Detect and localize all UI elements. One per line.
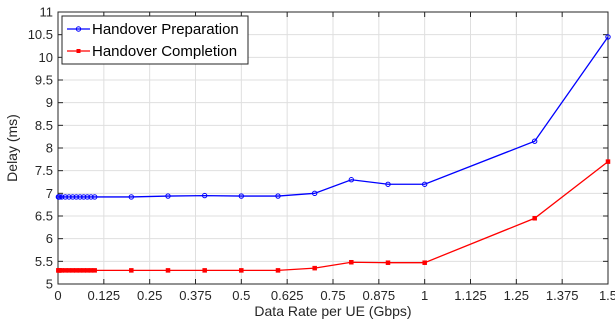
- data-point: [70, 268, 75, 273]
- data-point: [605, 159, 611, 164]
- y-tick-label: 10.5: [28, 27, 53, 42]
- y-axis-label: Delay (ms): [4, 114, 20, 182]
- data-point: [422, 260, 427, 265]
- data-point: [385, 181, 391, 187]
- legend-box: [61, 15, 249, 65]
- legend-marker: [76, 49, 81, 53]
- data-point: [532, 216, 537, 221]
- legend-item-handover-preparation: Handover Preparation: [67, 21, 239, 38]
- x-tick-label: 0.375: [179, 288, 212, 303]
- x-tick-label: 0.75: [320, 288, 345, 303]
- x-tick-label: 1.125: [454, 288, 487, 303]
- data-point: [63, 268, 68, 273]
- data-point: [73, 194, 80, 200]
- data-point: [80, 194, 87, 200]
- data-point: [312, 265, 317, 271]
- y-tick-label: 5.5: [35, 254, 53, 269]
- x-tick-label: 1.5: [599, 288, 615, 303]
- x-tick-label: 0: [54, 288, 61, 303]
- data-point: [84, 194, 91, 200]
- data-point: [275, 193, 281, 199]
- x-tick-label: 0.25: [137, 288, 162, 303]
- y-tick-label: 5: [46, 277, 53, 292]
- data-point: [349, 259, 354, 265]
- y-tick-label: 9: [46, 95, 53, 110]
- data-point: [201, 192, 208, 199]
- y-tick-label: 7: [46, 186, 53, 201]
- y-tick-label: 8.5: [35, 118, 53, 133]
- legend-items: Handover Preparation Handover Completion: [67, 21, 239, 60]
- legend-label: Handover Completion: [92, 43, 237, 60]
- data-point: [531, 138, 538, 144]
- data-point: [348, 177, 355, 183]
- data-point: [202, 268, 207, 273]
- data-point: [69, 194, 76, 200]
- data-point: [62, 194, 69, 200]
- x-tick-label: 0.875: [363, 288, 396, 303]
- data-point: [421, 181, 428, 187]
- data-point: [92, 268, 97, 273]
- tick-layer: 0 0.125 0.25 0.375 0.5 0.625 0.75 0.875 1 1.125 1.…: [28, 5, 615, 304]
- data-point: [81, 268, 86, 273]
- y-tick-label: 9.5: [35, 73, 53, 88]
- x-axis-label: Data Rate per UE (Gbps): [254, 303, 411, 319]
- data-point: [66, 268, 72, 273]
- data-point: [238, 193, 245, 199]
- data-point: [605, 34, 611, 40]
- x-tick-label: 0.5: [232, 288, 250, 303]
- data-point: [57, 194, 63, 200]
- legend-item-handover-completion: Handover Completion: [67, 43, 237, 60]
- data-point: [88, 194, 94, 200]
- data-point: [129, 268, 134, 273]
- x-tick-label: 1: [421, 288, 428, 303]
- y-tick-label: 11: [40, 5, 54, 20]
- data-point: [311, 190, 318, 197]
- series-handover-completion: [56, 159, 611, 273]
- y-tick-label: 10: [39, 50, 53, 65]
- data-point: [88, 268, 94, 273]
- data-point: [58, 194, 65, 200]
- data-point: [85, 268, 90, 273]
- y-tick-label: 7.5: [35, 163, 53, 178]
- data-point: [275, 268, 281, 273]
- legend-marker: [75, 26, 82, 32]
- data-point: [239, 268, 244, 273]
- x-tick-label: 1.25: [504, 288, 529, 303]
- series-handover-preparation: [55, 34, 611, 200]
- data-point: [59, 268, 64, 273]
- data-point: [385, 260, 391, 265]
- data-point: [77, 268, 83, 273]
- data-point: [128, 194, 135, 200]
- data-point: [165, 268, 171, 273]
- y-tick-label: 8: [46, 141, 53, 156]
- x-tick-label: 1.375: [546, 288, 579, 303]
- data-point: [91, 194, 98, 200]
- data-point: [74, 268, 79, 273]
- y-tick-label: 6: [46, 231, 53, 246]
- x-tick-label: 0.125: [88, 288, 121, 303]
- data-point: [66, 194, 72, 200]
- legend: Handover Preparation Handover Completion: [61, 15, 249, 65]
- x-tick-label: 0.625: [271, 288, 304, 303]
- legend-label: Handover Preparation: [92, 21, 239, 38]
- data-point: [165, 193, 171, 199]
- y-tick-label: 6.5: [35, 209, 53, 224]
- series-layer: [55, 34, 611, 273]
- data-point: [77, 194, 83, 200]
